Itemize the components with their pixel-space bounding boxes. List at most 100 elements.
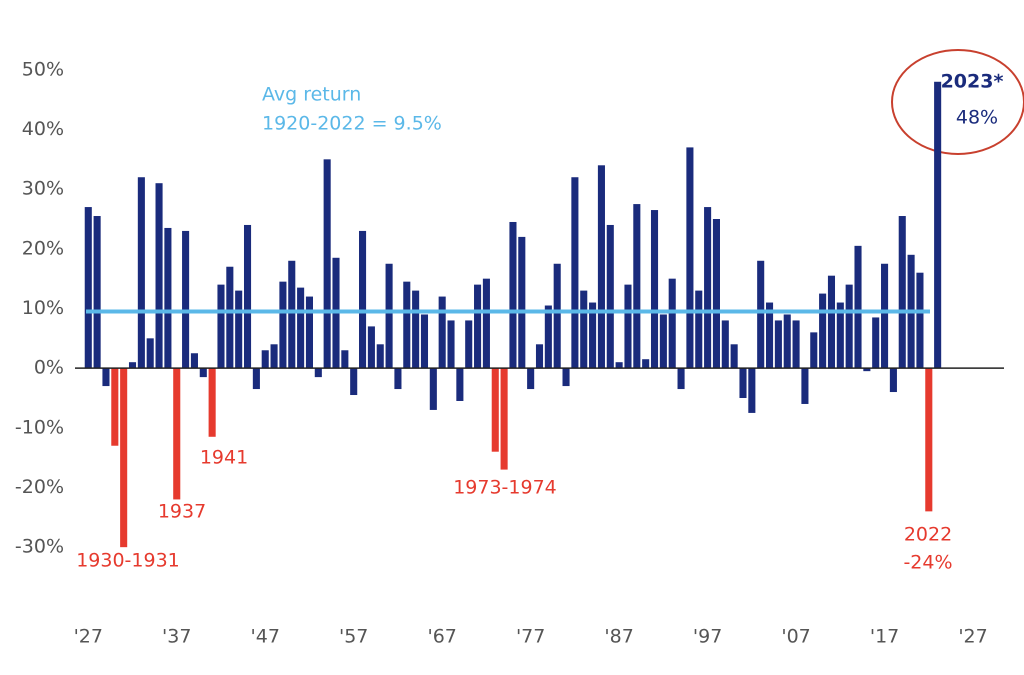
bar <box>783 314 791 369</box>
bar <box>403 281 411 369</box>
y-tick-label: -10% <box>15 416 64 438</box>
bar <box>695 290 703 369</box>
bar <box>615 362 623 369</box>
bar <box>155 183 163 369</box>
bar <box>438 296 446 369</box>
bar <box>606 224 614 369</box>
bar <box>757 260 765 369</box>
bar <box>650 210 659 369</box>
y-tick-label: -30% <box>15 536 64 558</box>
bar <box>270 344 278 369</box>
bar <box>854 245 862 369</box>
bar <box>898 216 906 369</box>
bar <box>447 320 455 369</box>
x-tick-label: '67 <box>427 626 456 648</box>
bar <box>589 302 597 369</box>
x-tick-label: '07 <box>781 626 810 648</box>
bar <box>429 368 437 410</box>
x-tick-label: '97 <box>693 626 722 648</box>
bar <box>810 332 818 369</box>
bar <box>571 177 579 369</box>
bar <box>261 350 269 369</box>
bar <box>704 207 712 369</box>
highlight-circle <box>891 49 1024 155</box>
bar <box>341 350 349 369</box>
bar <box>748 368 756 413</box>
bar <box>925 368 933 512</box>
x-tick-label: '47 <box>251 626 280 648</box>
bar <box>359 230 367 369</box>
bar <box>367 326 375 369</box>
bar <box>182 230 190 369</box>
bar <box>394 368 402 390</box>
bar <box>801 368 809 404</box>
bar <box>509 221 517 369</box>
bar <box>173 368 181 500</box>
bar <box>385 263 393 369</box>
bar <box>836 302 844 369</box>
bar <box>730 344 738 369</box>
bar <box>482 278 490 369</box>
bar <box>677 368 685 390</box>
annotation: 1941 <box>200 447 248 469</box>
bar <box>412 290 420 369</box>
bar <box>934 81 942 369</box>
annotation: 2022 <box>904 524 952 546</box>
bar <box>562 368 570 387</box>
bar <box>916 272 924 369</box>
bar <box>881 263 889 369</box>
bar <box>527 368 535 390</box>
x-tick-label: '87 <box>604 626 633 648</box>
bar <box>420 314 429 369</box>
bar <box>297 287 305 369</box>
bar <box>465 320 473 369</box>
bar <box>712 219 720 369</box>
bar <box>235 290 243 369</box>
bar <box>323 159 331 369</box>
bar <box>500 368 508 470</box>
bar <box>474 284 482 369</box>
bar <box>819 293 827 369</box>
y-tick-label: 40% <box>22 118 64 140</box>
bar <box>633 204 641 369</box>
bar <box>376 344 384 369</box>
annotation: 1937 <box>158 501 206 523</box>
bar <box>288 260 296 369</box>
annotation: 1920-2022 = 9.5% <box>262 113 442 135</box>
bar <box>350 368 358 396</box>
y-tick-label: 30% <box>22 178 64 200</box>
bar <box>739 368 747 398</box>
value-label: -24% <box>903 552 952 574</box>
y-tick-label: 50% <box>22 58 64 80</box>
x-tick-label: '27 <box>74 626 103 648</box>
x-tick-label: '17 <box>870 626 899 648</box>
bar <box>518 236 526 369</box>
bar <box>93 216 101 369</box>
bar <box>535 344 544 369</box>
y-tick-label: -20% <box>15 476 64 498</box>
bar <box>456 368 464 401</box>
bar <box>686 147 694 369</box>
y-tick-label: 20% <box>22 237 64 259</box>
bar <box>721 320 729 369</box>
bar <box>164 227 172 369</box>
bar <box>597 165 605 369</box>
bar <box>863 368 871 372</box>
bar <box>624 284 632 369</box>
bar <box>146 338 154 369</box>
bar <box>544 305 552 369</box>
x-tick-label: '27 <box>958 626 987 648</box>
bar <box>314 368 322 378</box>
bar <box>580 290 588 369</box>
bar <box>84 207 92 369</box>
annotation: 1930-1931 <box>76 550 180 572</box>
bar <box>553 263 561 369</box>
bar <box>491 368 499 452</box>
bar <box>845 284 853 369</box>
bar <box>642 359 650 369</box>
bar <box>226 266 234 369</box>
bar <box>111 368 119 446</box>
bar <box>659 314 667 369</box>
bar <box>128 362 137 369</box>
